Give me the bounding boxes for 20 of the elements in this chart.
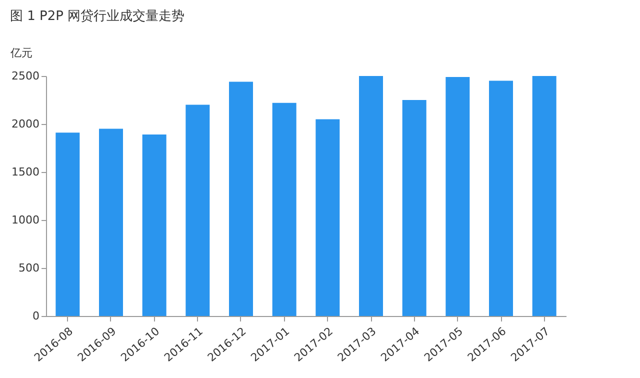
y-tick-label: 2500 [12, 70, 40, 82]
bar [229, 82, 253, 316]
chart-title: 图 1 P2P 网贷行业成交量走势 [10, 8, 185, 24]
bar [99, 128, 123, 316]
y-tick-label: 1000 [12, 214, 40, 226]
y-tick-label: 500 [18, 262, 40, 274]
bar [402, 100, 426, 316]
y-tick-label: 2000 [12, 118, 40, 130]
y-tick-label: 1500 [12, 166, 40, 178]
bar [359, 76, 383, 316]
bar [316, 119, 340, 316]
bar [142, 134, 166, 316]
bar [532, 76, 556, 316]
bar [489, 80, 513, 316]
y-tick-label: 0 [32, 310, 40, 322]
bar [446, 76, 470, 316]
y-axis-title: 亿元 [10, 46, 32, 60]
bar [56, 132, 80, 316]
bar [272, 102, 296, 316]
bar [186, 104, 210, 316]
